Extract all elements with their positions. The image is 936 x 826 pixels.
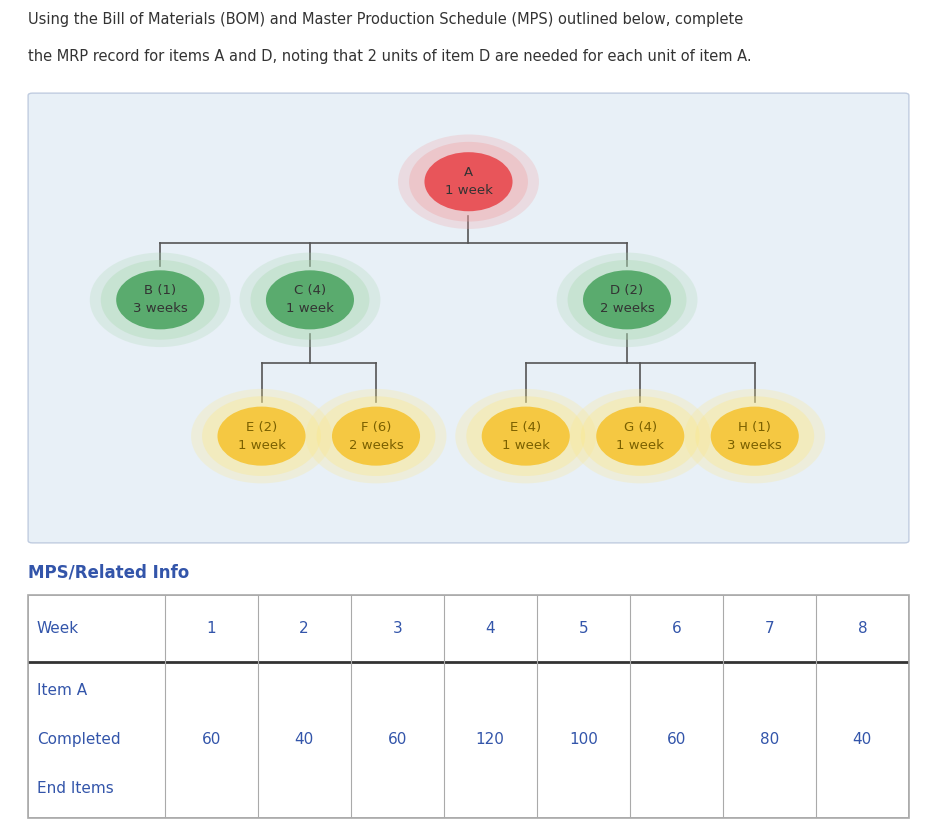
FancyBboxPatch shape [28, 595, 908, 818]
Text: 120: 120 [475, 732, 505, 748]
Text: 6: 6 [671, 620, 680, 636]
Ellipse shape [240, 253, 380, 347]
Ellipse shape [580, 396, 699, 476]
Text: Week: Week [37, 620, 79, 636]
Text: 80: 80 [759, 732, 778, 748]
Ellipse shape [202, 396, 321, 476]
Ellipse shape [191, 389, 331, 483]
Ellipse shape [101, 260, 219, 339]
Text: 100: 100 [568, 732, 597, 748]
FancyBboxPatch shape [28, 93, 908, 543]
Text: D (2)
2 weeks: D (2) 2 weeks [599, 284, 653, 316]
Text: E (2)
1 week: E (2) 1 week [238, 420, 285, 452]
Text: 60: 60 [388, 732, 406, 748]
Ellipse shape [595, 406, 683, 466]
Text: B (1)
3 weeks: B (1) 3 weeks [133, 284, 187, 316]
Ellipse shape [695, 396, 813, 476]
Ellipse shape [316, 396, 435, 476]
Ellipse shape [250, 260, 369, 339]
Text: 4: 4 [485, 620, 494, 636]
Text: H (1)
3 weeks: H (1) 3 weeks [726, 420, 782, 452]
Text: 40: 40 [852, 732, 871, 748]
Text: 5: 5 [578, 620, 588, 636]
Ellipse shape [90, 253, 230, 347]
Ellipse shape [569, 389, 709, 483]
Text: 7: 7 [764, 620, 773, 636]
Text: 40: 40 [294, 732, 314, 748]
Ellipse shape [556, 253, 696, 347]
Text: F (6)
2 weeks: F (6) 2 weeks [348, 420, 403, 452]
Ellipse shape [116, 270, 204, 330]
Ellipse shape [683, 389, 825, 483]
Text: Item A

Completed

End Items: Item A Completed End Items [37, 683, 121, 796]
Ellipse shape [582, 270, 670, 330]
Text: 8: 8 [856, 620, 866, 636]
Ellipse shape [455, 389, 595, 483]
Text: 60: 60 [665, 732, 685, 748]
Ellipse shape [424, 152, 512, 211]
Ellipse shape [305, 389, 446, 483]
Ellipse shape [398, 135, 538, 229]
Text: Using the Bill of Materials (BOM) and Master Production Schedule (MPS) outlined : Using the Bill of Materials (BOM) and Ma… [28, 12, 742, 27]
Ellipse shape [331, 406, 419, 466]
Ellipse shape [409, 142, 527, 221]
Text: C (4)
1 week: C (4) 1 week [285, 284, 333, 316]
Ellipse shape [567, 260, 686, 339]
Ellipse shape [481, 406, 569, 466]
Ellipse shape [709, 406, 797, 466]
Text: 3: 3 [392, 620, 402, 636]
Text: G (4)
1 week: G (4) 1 week [616, 420, 664, 452]
Text: E (4)
1 week: E (4) 1 week [502, 420, 549, 452]
Text: 2: 2 [299, 620, 309, 636]
Text: MPS/Related Info: MPS/Related Info [28, 563, 189, 581]
Text: the MRP record for items A and D, noting that 2 units of item D are needed for e: the MRP record for items A and D, noting… [28, 50, 751, 64]
Text: 60: 60 [201, 732, 221, 748]
Ellipse shape [217, 406, 305, 466]
Ellipse shape [466, 396, 585, 476]
Text: A
1 week: A 1 week [444, 166, 492, 197]
Text: 1: 1 [206, 620, 215, 636]
Ellipse shape [266, 270, 354, 330]
